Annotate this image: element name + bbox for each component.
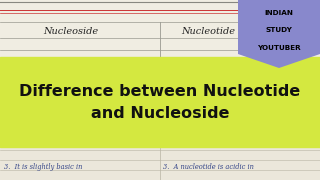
Bar xyxy=(0,147,320,180)
Polygon shape xyxy=(238,0,320,68)
Text: INDIAN: INDIAN xyxy=(265,10,293,16)
Bar xyxy=(0,57,320,147)
Text: and Nucleoside: and Nucleoside xyxy=(91,107,229,122)
Text: Nucleotide: Nucleotide xyxy=(181,26,235,35)
Text: Difference between Nucleotide: Difference between Nucleotide xyxy=(20,84,300,100)
Text: STUDY: STUDY xyxy=(266,27,292,33)
Bar xyxy=(0,0,320,65)
Text: 3.  It is slightly basic in: 3. It is slightly basic in xyxy=(4,163,82,171)
Text: 3.  A nucleotide is acidic in: 3. A nucleotide is acidic in xyxy=(163,163,254,171)
Text: Nucleoside: Nucleoside xyxy=(43,26,98,35)
Text: YOUTUBER: YOUTUBER xyxy=(257,45,301,51)
